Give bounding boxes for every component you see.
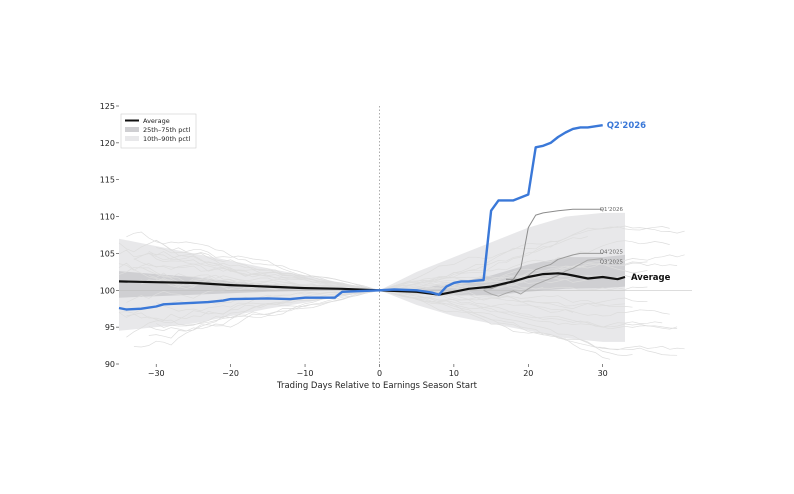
x-axis-title: Trading Days Relative to Earnings Season…	[276, 381, 478, 391]
series-line-q4-2025	[483, 252, 603, 290]
end-labels: Q2'2026 Q1'2026 Q4'2025 Q3'2025 Average	[600, 121, 671, 283]
end-label-average: Average	[631, 273, 671, 283]
y-tick-label: 125	[100, 102, 115, 111]
x-tick-label: 20	[523, 369, 533, 378]
x-tick-label: 30	[598, 369, 608, 378]
background-line	[148, 240, 670, 339]
y-tick-label: 90	[105, 360, 115, 369]
axes: −30 −20 −10 0 10 20 30 90 95 100 105 110 115 120 125	[100, 102, 608, 378]
legend-label-average: Average	[143, 117, 170, 125]
y-tick-label: 115	[100, 176, 115, 185]
x-tick-label: −30	[148, 369, 165, 378]
band-p10-p90	[119, 212, 625, 342]
legend-swatch-iqr	[125, 127, 139, 132]
y-tick-label: 95	[105, 323, 115, 332]
series-line-q3-2025	[483, 258, 603, 297]
series-line-q1-2026	[506, 208, 603, 280]
percentile-bands	[119, 212, 625, 342]
x-tick-label: −20	[222, 369, 239, 378]
y-tick-label: 100	[100, 286, 115, 295]
legend-swatch-p10-p90	[125, 136, 139, 141]
x-tick-label: 10	[449, 369, 459, 378]
y-tick-label: 105	[100, 249, 115, 258]
end-label-q2-2026: Q2'2026	[607, 121, 646, 131]
end-label-q3-2025: Q3'2025	[600, 260, 624, 266]
background-line	[133, 274, 670, 317]
legend: Average 25th–75th pctl 10th–90th pctl	[120, 113, 197, 149]
background-line	[141, 262, 678, 291]
background-lines	[118, 225, 685, 360]
series-line-average	[118, 272, 626, 296]
x-tick-label: −10	[297, 369, 314, 378]
end-label-q4-2025: Q4'2025	[600, 249, 624, 255]
background-line	[148, 225, 685, 332]
series-lines	[118, 124, 626, 311]
y-tick-label: 120	[100, 139, 115, 148]
legend-label-iqr: 25th–75th pctl	[143, 126, 190, 134]
background-line	[133, 252, 678, 356]
y-tick-label: 110	[100, 213, 115, 222]
legend-label-p10-p90: 10th–90th pctl	[143, 135, 190, 143]
end-label-q1-2026: Q1'2026	[600, 207, 624, 213]
x-tick-label: 0	[377, 369, 382, 378]
series-line-q2-2026	[118, 124, 603, 311]
